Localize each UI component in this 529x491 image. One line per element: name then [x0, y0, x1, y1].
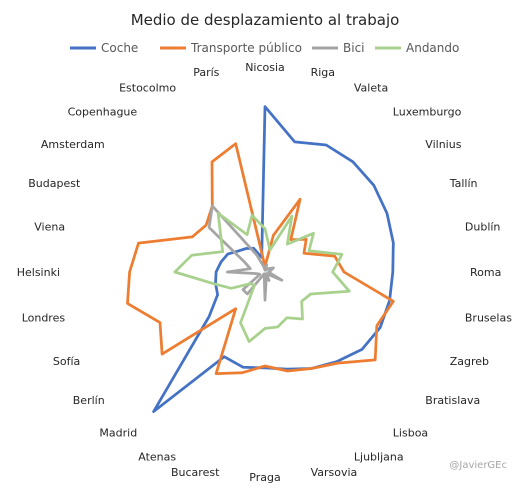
category-label: Ljubljana	[354, 451, 404, 464]
legend-label: Andando	[406, 41, 459, 55]
category-label: Sofía	[53, 355, 80, 368]
category-label: Zagreb	[450, 355, 489, 368]
series-group	[126, 105, 395, 413]
category-label: Valeta	[354, 81, 388, 94]
category-label: Lisboa	[393, 426, 428, 439]
category-label: Bruselas	[465, 312, 512, 325]
category-label: Budapest	[28, 177, 81, 190]
category-label: Copenhague	[68, 106, 138, 119]
legend-label: Bici	[343, 41, 365, 55]
series-line-2	[126, 142, 395, 375]
category-label: Helsinki	[17, 266, 60, 279]
category-label: Dublín	[465, 220, 501, 233]
category-label: Viena	[34, 220, 65, 233]
legend-label: Transporte público	[190, 41, 302, 55]
category-label: Berlín	[73, 394, 105, 407]
legend-label: Coche	[101, 41, 138, 55]
category-label: Tallín	[449, 177, 478, 190]
category-label: Varsovia	[311, 466, 358, 479]
series-line-4	[173, 211, 351, 343]
category-labels: Nicosia Riga Valeta Luxemburgo Vilnius Tallín…	[17, 61, 513, 484]
category-label: Atenas	[138, 451, 176, 464]
category-label: Luxemburgo	[393, 106, 462, 119]
category-label: Londres	[22, 312, 66, 325]
category-label: Praga	[249, 471, 280, 484]
category-label: Madrid	[99, 426, 137, 439]
category-label: Bucarest	[171, 466, 220, 479]
category-label: Riga	[311, 66, 335, 79]
category-label: Roma	[470, 266, 501, 279]
credit-text: @JavierGEc	[449, 460, 507, 471]
category-label: París	[193, 66, 219, 79]
series-line-1	[152, 105, 395, 413]
category-label: Estocolmo	[119, 81, 176, 94]
category-label: Nicosia	[245, 61, 285, 74]
category-label: Bratislava	[425, 394, 480, 407]
legend: Coche Transporte público Bici Andando	[70, 41, 459, 55]
category-label: Amsterdam	[41, 138, 105, 151]
chart-title: Medio de desplazamiento al trabajo	[131, 11, 400, 29]
category-label: Vilnius	[425, 138, 461, 151]
series-line-3	[207, 204, 284, 302]
